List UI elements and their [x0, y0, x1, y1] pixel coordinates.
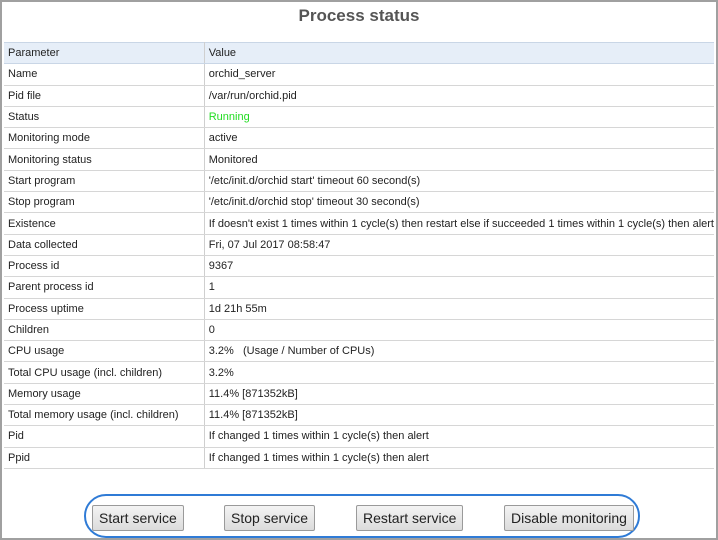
table-row: Data collected Fri, 07 Jul 2017 08:58:47 [4, 234, 714, 256]
table-row: Parent process id 1 [4, 276, 714, 299]
value-cell: 3.2% [204, 361, 714, 384]
parameter-cell: Children [4, 319, 205, 342]
value-cell: '/etc/init.d/orchid start' timeout 60 se… [204, 170, 714, 193]
parameter-cell: Existence [4, 212, 205, 235]
table-row: Pid If changed 1 times within 1 cycle(s) … [4, 425, 714, 448]
parameter-cell: Pid [4, 425, 205, 448]
parameter-cell: Memory usage [4, 383, 205, 406]
table-row: Monitoring status Monitored [4, 148, 714, 171]
parameter-cell: Monitoring mode [4, 127, 205, 150]
value-cell: active [204, 127, 714, 150]
button-group: Start service Stop service Restart service… [84, 494, 640, 538]
table-row: Existence If doesn't exist 1 times within… [4, 212, 714, 235]
value-cell: If doesn't exist 1 times within 1 cycle(… [204, 212, 714, 235]
column-header: Parameter [4, 41, 205, 65]
value-cell: 1 [204, 276, 714, 299]
parameter-cell: Total memory usage (incl. children) [4, 404, 205, 427]
parameter-cell: Monitoring status [4, 148, 205, 171]
table-row: Name orchid_server [4, 63, 714, 86]
value-cell: If changed 1 times within 1 cycle(s) the… [204, 425, 714, 448]
value-cell: Fri, 07 Jul 2017 08:58:47 [204, 234, 714, 256]
table-row: CPU usage 3.2% (Usage / Number of CPUs) [4, 340, 714, 363]
table-row: Memory usage 11.4% [871352kB] [4, 383, 714, 406]
table-row: Status Running [4, 106, 714, 129]
parameter-cell: Total CPU usage (incl. children) [4, 361, 205, 384]
parameter-cell: CPU usage [4, 340, 205, 363]
value-cell: 9367 [204, 255, 714, 278]
value-cell: Running [204, 106, 714, 129]
parameter-cell: Data collected [4, 234, 205, 256]
parameter-cell: Stop program [4, 191, 205, 214]
parameter-cell: Parent process id [4, 276, 205, 299]
action-button[interactable]: Restart service [356, 505, 464, 531]
parameter-cell: Process uptime [4, 298, 205, 320]
action-button[interactable]: Disable monitoring [504, 505, 634, 531]
table-row: Total CPU usage (incl. children) 3.2% [4, 361, 714, 384]
value-cell: 3.2% (Usage / Number of CPUs) [204, 340, 714, 363]
page-title: Process status [298, 6, 420, 25]
table-row: Pid file/var/run/orchid.pid [4, 85, 714, 107]
parameter-cell: Pid file [4, 85, 205, 107]
value-cell: 11.4% [871352kB] [204, 383, 714, 406]
value-cell: If changed 1 times within 1 cycle(s) the… [204, 447, 714, 469]
action-button[interactable]: Stop service [224, 505, 316, 531]
table-row: Ppid If changed 1 times within 1 cycle(s)… [4, 447, 714, 469]
parameter-cell: Start program [4, 170, 205, 193]
action-button[interactable]: Start service [92, 505, 184, 531]
table-row: Total memory usage (incl. children) 11.4%… [4, 404, 714, 427]
value-cell: orchid_server [204, 63, 714, 86]
parameter-cell: Ppid [4, 447, 205, 469]
table-row: Process uptime 1d 21h 55m [4, 298, 714, 320]
status-table: Parameter Value Name orchid_server Pid file /… [4, 41, 714, 469]
table-row: Start program '/etc/init.d/orchid start' … [4, 170, 714, 193]
table-row: Stop program '/etc/init.d/orchid stop' ti… [4, 191, 714, 214]
value-cell: '/etc/init.d/orchid stop' timeout 30 sec… [204, 191, 714, 214]
parameter-cell: Process id [4, 255, 205, 278]
value-cell: 11.4% [871352kB] [204, 404, 714, 427]
value-cell: 0 [204, 319, 714, 342]
value-cell: 1d 21h 55m [204, 298, 714, 320]
table-row: Process id 9367 [4, 255, 714, 278]
parameter-cell: Status [4, 106, 205, 129]
table-row: Children 0 [4, 319, 714, 342]
value-cell: Monitored [204, 148, 714, 171]
value-cell: /var/run/orchid.pid [204, 85, 714, 107]
parameter-cell: Name [4, 63, 205, 86]
column-header: Value [204, 41, 714, 65]
table-row: Monitoring mode active [4, 127, 714, 150]
header-row: Parameter Value [4, 41, 714, 65]
